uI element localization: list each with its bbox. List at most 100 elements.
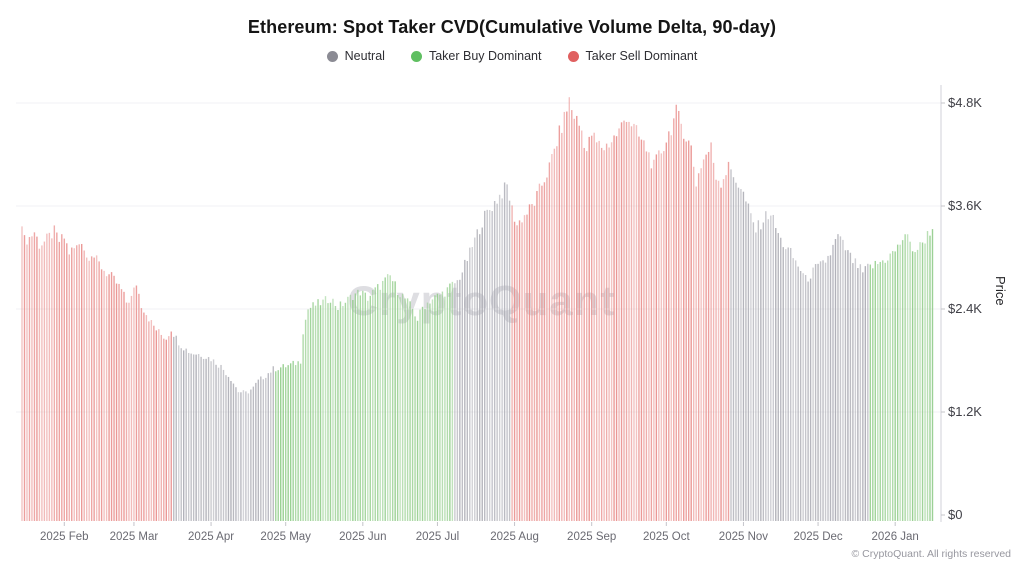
legend-dot-sell xyxy=(567,50,579,62)
price-bar xyxy=(655,154,658,522)
price-bar xyxy=(486,209,488,521)
price-bar xyxy=(581,130,583,521)
price-bar xyxy=(546,177,548,521)
price-bar xyxy=(720,187,722,521)
price-bar xyxy=(282,364,284,521)
price-bar xyxy=(625,121,628,522)
price-bar xyxy=(474,237,476,521)
price-bar xyxy=(663,151,665,521)
y-tick-label: $0 xyxy=(948,507,963,522)
price-bar xyxy=(41,245,43,521)
price-bar xyxy=(384,277,386,521)
price-bar xyxy=(872,268,874,521)
price-bar xyxy=(590,135,593,521)
price-bar xyxy=(561,132,563,522)
price-bar xyxy=(153,325,155,521)
price-bar xyxy=(844,250,847,521)
price-bar xyxy=(484,210,486,521)
price-bar xyxy=(615,136,618,521)
price-bar xyxy=(909,241,911,521)
price-bar xyxy=(553,148,556,521)
price-bar xyxy=(680,123,682,522)
legend-item-sell[interactable]: Taker Sell Dominant xyxy=(567,49,698,63)
price-bar xyxy=(618,128,620,522)
price-bar xyxy=(834,239,837,521)
price-bar xyxy=(327,303,329,521)
price-bar xyxy=(185,348,187,521)
price-bar xyxy=(874,260,876,521)
price-bar xyxy=(531,204,533,521)
price-bar xyxy=(399,297,401,521)
price-bar xyxy=(230,381,232,521)
price-bar xyxy=(697,173,700,521)
price-bar xyxy=(722,179,725,522)
x-tick-label: 2025 Apr xyxy=(188,531,235,543)
price-bar xyxy=(456,280,459,521)
price-bar xyxy=(635,125,638,522)
price-bar xyxy=(610,142,613,522)
price-bar xyxy=(464,259,466,521)
price-bar xyxy=(138,293,140,521)
price-bar xyxy=(578,125,580,522)
price-bar xyxy=(879,261,881,521)
price-bar xyxy=(839,236,842,521)
legend-label: Neutral xyxy=(344,49,385,63)
price-bar xyxy=(613,135,615,521)
legend-item-buy[interactable]: Taker Buy Dominant xyxy=(410,49,542,63)
price-bar xyxy=(33,232,36,521)
price-bar xyxy=(83,250,85,521)
price-bar xyxy=(175,335,177,521)
price-bar xyxy=(755,232,757,522)
price-bar xyxy=(857,268,859,521)
price-bar xyxy=(506,184,508,521)
price-bar xyxy=(314,305,317,521)
price-bar xyxy=(854,258,857,521)
price-bar xyxy=(66,243,68,522)
legend-label: Taker Sell Dominant xyxy=(585,49,698,63)
price-bar xyxy=(359,295,362,521)
price-bar xyxy=(493,201,496,521)
price-bar xyxy=(586,151,588,521)
price-bar xyxy=(794,260,797,521)
price-bar xyxy=(571,110,573,521)
price-bar xyxy=(299,363,302,521)
price-bar xyxy=(58,241,61,521)
price-bar xyxy=(123,291,125,521)
price-bar xyxy=(242,390,245,521)
price-bar xyxy=(272,366,274,521)
price-bar xyxy=(620,122,623,521)
price-bar xyxy=(436,293,439,521)
price-bar xyxy=(197,354,200,521)
price-bar xyxy=(906,234,909,521)
price-bar xyxy=(292,360,294,521)
price-bar xyxy=(145,315,148,521)
price-bar xyxy=(476,229,478,521)
price-bar xyxy=(887,260,889,521)
x-tick-label: 2025 Jun xyxy=(339,531,387,543)
price-bar xyxy=(668,131,670,521)
price-bar xyxy=(382,280,384,521)
price-bar xyxy=(441,291,444,521)
price-bar xyxy=(43,241,46,521)
price-bar xyxy=(715,179,717,522)
price-bar xyxy=(61,234,63,521)
price-bar xyxy=(551,154,553,521)
price-bar xyxy=(595,142,598,521)
price-bar xyxy=(658,150,660,521)
price-bar xyxy=(516,225,518,521)
price-bar xyxy=(732,177,735,521)
legend-item-neutral[interactable]: Neutral xyxy=(326,49,385,63)
price-bar xyxy=(481,227,483,521)
price-bar xyxy=(730,169,732,521)
price-bar xyxy=(190,353,192,521)
price-bar xyxy=(396,295,399,521)
price-bar xyxy=(894,251,896,521)
price-bar xyxy=(765,211,767,521)
price-bar xyxy=(210,361,212,521)
price-bar xyxy=(98,261,100,521)
price-bar xyxy=(750,213,752,521)
price-bar xyxy=(556,146,558,521)
price-bar xyxy=(740,189,742,522)
price-bar xyxy=(227,376,230,521)
